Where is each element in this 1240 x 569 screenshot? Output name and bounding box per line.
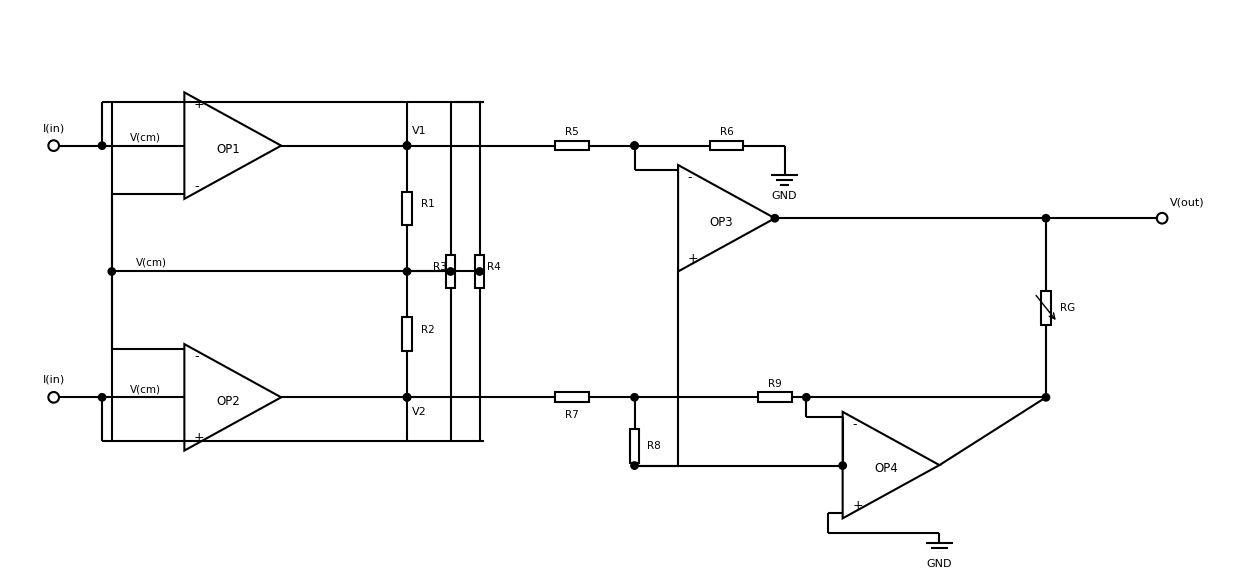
Bar bbox=[758, 393, 792, 402]
Circle shape bbox=[403, 394, 410, 401]
Text: I(in): I(in) bbox=[42, 123, 64, 133]
Circle shape bbox=[771, 215, 779, 222]
Bar bbox=[630, 429, 640, 463]
Text: GND: GND bbox=[771, 191, 797, 201]
Circle shape bbox=[403, 142, 410, 149]
Circle shape bbox=[1043, 394, 1049, 401]
Circle shape bbox=[403, 394, 410, 401]
Circle shape bbox=[631, 462, 639, 469]
Circle shape bbox=[631, 394, 639, 401]
Text: V(cm): V(cm) bbox=[130, 133, 161, 143]
Bar bbox=[1042, 291, 1050, 325]
Circle shape bbox=[476, 268, 484, 275]
Circle shape bbox=[802, 394, 810, 401]
Text: OP3: OP3 bbox=[709, 216, 733, 229]
Circle shape bbox=[98, 142, 105, 149]
Text: -: - bbox=[688, 171, 692, 184]
Text: R5: R5 bbox=[564, 127, 579, 137]
Text: OP1: OP1 bbox=[216, 143, 239, 156]
Circle shape bbox=[1043, 215, 1049, 222]
Bar bbox=[475, 254, 485, 288]
Text: V(out): V(out) bbox=[1169, 198, 1204, 208]
Text: R9: R9 bbox=[768, 379, 781, 389]
Text: RG: RG bbox=[1060, 303, 1076, 313]
Bar bbox=[709, 141, 744, 150]
Text: R1: R1 bbox=[420, 199, 434, 209]
Text: -: - bbox=[193, 350, 198, 363]
Text: R4: R4 bbox=[487, 262, 501, 271]
Text: -: - bbox=[193, 180, 198, 193]
Bar bbox=[445, 254, 455, 288]
Circle shape bbox=[98, 394, 105, 401]
Text: V1: V1 bbox=[412, 126, 427, 136]
Text: R2: R2 bbox=[420, 324, 434, 335]
Circle shape bbox=[839, 462, 847, 469]
Circle shape bbox=[631, 142, 639, 149]
Circle shape bbox=[403, 268, 410, 275]
Text: R3: R3 bbox=[433, 262, 446, 271]
Circle shape bbox=[446, 268, 454, 275]
Text: +: + bbox=[852, 499, 863, 512]
Text: I(in): I(in) bbox=[42, 375, 64, 385]
Text: OP4: OP4 bbox=[874, 463, 898, 476]
Text: OP2: OP2 bbox=[216, 395, 239, 408]
Bar bbox=[554, 141, 589, 150]
Text: -: - bbox=[852, 418, 857, 431]
Text: GND: GND bbox=[926, 559, 952, 569]
Text: +: + bbox=[193, 98, 205, 112]
Text: +: + bbox=[193, 431, 205, 444]
Text: R8: R8 bbox=[647, 441, 661, 451]
Text: R6: R6 bbox=[719, 127, 733, 137]
Circle shape bbox=[631, 142, 639, 149]
Circle shape bbox=[403, 142, 410, 149]
Bar bbox=[554, 393, 589, 402]
Text: V(cm): V(cm) bbox=[130, 385, 161, 394]
Text: V2: V2 bbox=[412, 407, 427, 417]
Text: R7: R7 bbox=[564, 410, 579, 420]
Bar bbox=[402, 318, 412, 351]
Text: V(cm): V(cm) bbox=[136, 258, 167, 268]
Circle shape bbox=[108, 268, 115, 275]
Text: +: + bbox=[688, 253, 698, 265]
Bar bbox=[402, 192, 412, 225]
